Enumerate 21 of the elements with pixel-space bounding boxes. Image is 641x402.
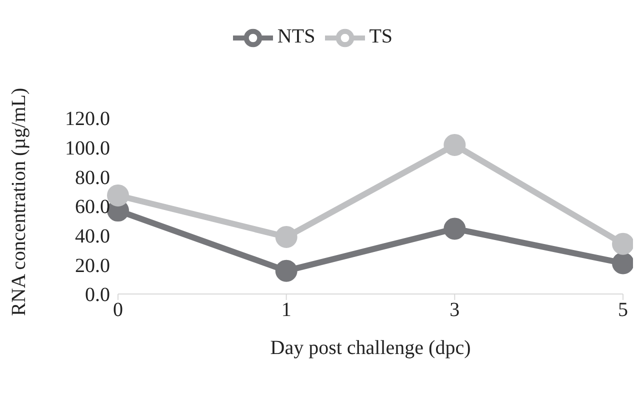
y-axis-title: RNA concentration (µg/mL) <box>8 88 30 316</box>
point <box>444 218 466 240</box>
y-tick-label: 80.0 <box>75 166 110 189</box>
y-tick-label: 20.0 <box>75 254 110 277</box>
legend-label: NTS <box>277 26 316 48</box>
x-tick-label: 5 <box>618 299 628 322</box>
y-tick-label: 0.0 <box>85 284 110 306</box>
point <box>275 226 298 248</box>
x-tick-label: 0 <box>113 299 123 322</box>
y-tick-label: 60.0 <box>75 196 110 218</box>
x-axis-title: Day post challenge (dpc) <box>270 337 471 359</box>
point <box>444 134 466 156</box>
x-tick-label: 3 <box>450 299 460 322</box>
point <box>275 260 298 282</box>
y-tick-label: 100.0 <box>65 137 110 160</box>
point <box>612 252 633 274</box>
legend-label: TS <box>369 26 393 48</box>
y-tick-label: 120.0 <box>65 108 110 130</box>
point <box>612 232 633 255</box>
y-tick-label: 40.0 <box>75 225 110 248</box>
x-tick-label: 1 <box>281 299 292 322</box>
